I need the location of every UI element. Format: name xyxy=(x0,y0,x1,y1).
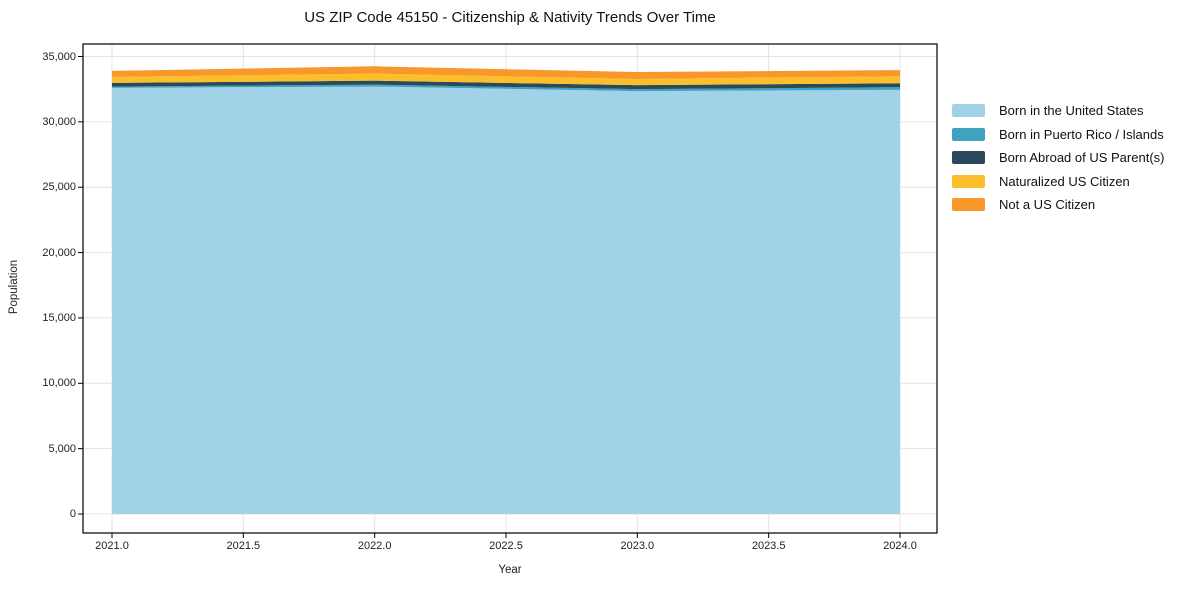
y-tick-label: 15,000 xyxy=(42,311,76,324)
legend-swatch-icon xyxy=(952,174,985,188)
legend-swatch-icon xyxy=(952,151,985,164)
legend-item: Born in the United States xyxy=(952,103,1164,118)
legend-item: Not a US Citizen xyxy=(952,197,1164,212)
area-series xyxy=(112,66,900,79)
area-series xyxy=(112,80,900,90)
x-tick-label: 2023.5 xyxy=(751,540,786,552)
y-tick-label: 30,000 xyxy=(42,115,76,128)
legend-label: Not a US Citizen xyxy=(999,197,1096,212)
x-tick-label: 2022.5 xyxy=(489,540,523,552)
legend-label: Born Abroad of US Parent(s) xyxy=(999,150,1165,165)
legend-item: Born Abroad of US Parent(s) xyxy=(952,150,1165,165)
legend-label: Born in the United States xyxy=(999,103,1144,118)
legend-item: Naturalized US Citizen xyxy=(952,173,1164,189)
y-tick-label: 0 xyxy=(69,508,76,520)
legend-item: Born in Puerto Rico / Islands xyxy=(952,126,1164,142)
legend-label: Born in Puerto Rico / Islands xyxy=(999,126,1164,142)
legend: Born in the United States Born in Puerto … xyxy=(952,103,1165,212)
y-axis-label: Population xyxy=(8,259,20,315)
area-series xyxy=(112,73,900,86)
x-axis-label: Year xyxy=(498,564,522,576)
x-tick-label: 2021.5 xyxy=(226,540,261,552)
x-tick-label: 2023.0 xyxy=(620,540,655,552)
y-tick-label: 5,000 xyxy=(48,442,76,455)
x-tick-label: 2022.0 xyxy=(357,540,392,552)
area-series xyxy=(112,84,900,92)
x-tick-label: 2021.0 xyxy=(95,540,129,552)
y-tick-label: 35,000 xyxy=(42,50,76,63)
area-series xyxy=(112,86,900,515)
legend-swatch-icon xyxy=(952,127,985,141)
legend-swatch-icon xyxy=(952,198,985,211)
x-tick-label: 2024.0 xyxy=(883,540,917,552)
y-tick-label: 25,000 xyxy=(42,181,76,194)
legend-label: Naturalized US Citizen xyxy=(999,173,1130,189)
chart-title: US ZIP Code 45150 - Citizenship & Nativi… xyxy=(304,9,716,26)
y-tick-label: 20,000 xyxy=(42,246,76,259)
legend-swatch-icon xyxy=(952,104,985,117)
y-tick-label: 10,000 xyxy=(42,377,76,390)
plot-frame xyxy=(82,43,938,534)
